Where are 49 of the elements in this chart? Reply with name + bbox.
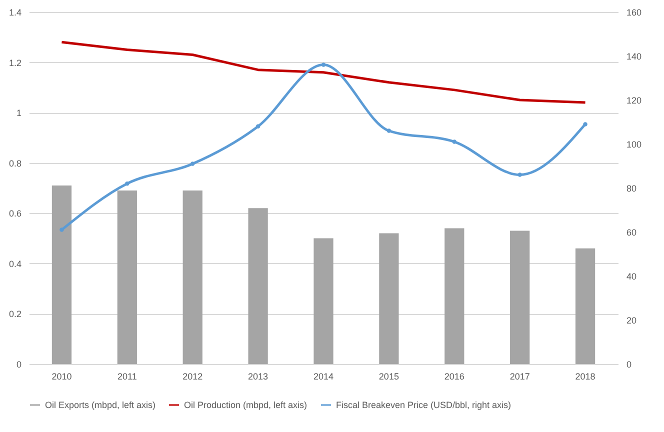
x-tick-label: 2014: [313, 372, 334, 382]
y-tick-label: 1.4: [8, 8, 22, 18]
point: [386, 128, 392, 133]
bar: [575, 248, 596, 364]
x-tick-label: 2012: [182, 372, 203, 382]
point: [452, 140, 457, 144]
point: [583, 122, 588, 126]
point: [256, 124, 260, 129]
y2-tick-label: 140: [626, 52, 642, 62]
y-tick-label: 1.2: [8, 58, 22, 68]
legend-label: Oil Exports (mbpd, left axis): [45, 400, 156, 410]
y2-tick-label: 160: [626, 8, 642, 18]
bar: [510, 230, 530, 364]
point: [190, 162, 195, 166]
bar: [182, 190, 202, 364]
legend-label: Oil Production (mbpd, left axis): [184, 400, 308, 410]
line-series: [60, 62, 588, 232]
line-series: [60, 40, 587, 104]
x-tick-label: 2017: [510, 372, 530, 382]
y-tick-label: 0.4: [8, 258, 22, 269]
bar: [117, 190, 137, 364]
bar: [379, 233, 399, 364]
y2-tick-label: 40: [626, 272, 637, 282]
y2-tick-label: 120: [626, 96, 642, 106]
point: [60, 228, 64, 232]
x-tick-label: 2018: [575, 372, 596, 382]
y-tick-label: 0.6: [8, 208, 22, 219]
point: [518, 172, 522, 177]
y2-tick-label: 100: [626, 140, 642, 150]
y-tick-label: 0.8: [8, 158, 22, 168]
legend-label: Fiscal Breakeven Price (USD/bbl, right axis): [336, 400, 512, 410]
bar: [248, 208, 268, 364]
x-tick-label: 2016: [444, 372, 464, 382]
y2-tick-label: 60: [626, 228, 637, 238]
y2-tick-label: 20: [626, 316, 637, 326]
x-tick-label: 2011: [117, 372, 137, 382]
y2-tick-label: 0: [626, 360, 632, 370]
y-tick-label: 0: [16, 360, 22, 370]
bar: [444, 228, 464, 364]
x-tick-label: 2010: [52, 372, 72, 382]
y-tick-label: 0.2: [8, 309, 22, 320]
y-tick-label: 1: [16, 108, 22, 118]
point: [125, 181, 130, 186]
y2-tick-label: 80: [626, 184, 637, 194]
bar: [52, 185, 72, 364]
point: [321, 62, 326, 67]
bar: [314, 238, 334, 364]
x-tick-label: 2013: [248, 372, 268, 382]
x-tick-label: 2015: [378, 372, 399, 382]
